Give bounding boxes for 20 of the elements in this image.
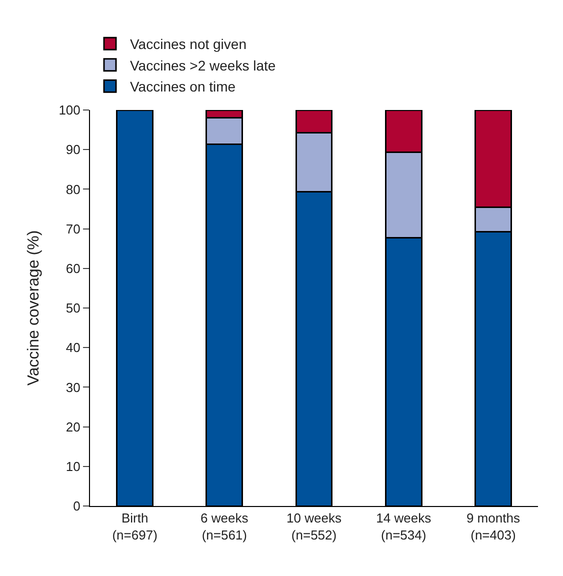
y-axis-title: Vaccine coverage (%)	[26, 230, 43, 386]
x-tick-label: 9 months (n=403)	[466, 510, 520, 542]
y-tick-label: 80	[66, 182, 80, 197]
x-tick-label: 6 weeks (n=561)	[200, 510, 249, 542]
legend-label: Vaccines not given	[130, 36, 246, 52]
y-tick-label: 50	[66, 300, 80, 316]
y-tick-label: 20	[66, 419, 80, 434]
legend-label: Vaccines on time	[130, 78, 236, 95]
legend-label: Vaccines >2 weeks late	[130, 57, 276, 74]
y-tick-label: 40	[66, 340, 80, 356]
x-tick-label: 10 weeks (n=552)	[286, 510, 342, 542]
y-tick-label: 60	[66, 260, 80, 276]
y-tick-label: 30	[66, 380, 80, 395]
y-tick-label: 70	[66, 221, 80, 236]
x-tick-label: Birth (n=697)	[112, 510, 158, 542]
y-tick-label: 100	[58, 102, 80, 118]
y-tick-label: 90	[66, 142, 80, 158]
x-tick-label: 14 weeks (n=534)	[376, 510, 432, 542]
y-tick-label: 10	[66, 458, 80, 474]
y-tick-label: 0	[73, 498, 80, 514]
